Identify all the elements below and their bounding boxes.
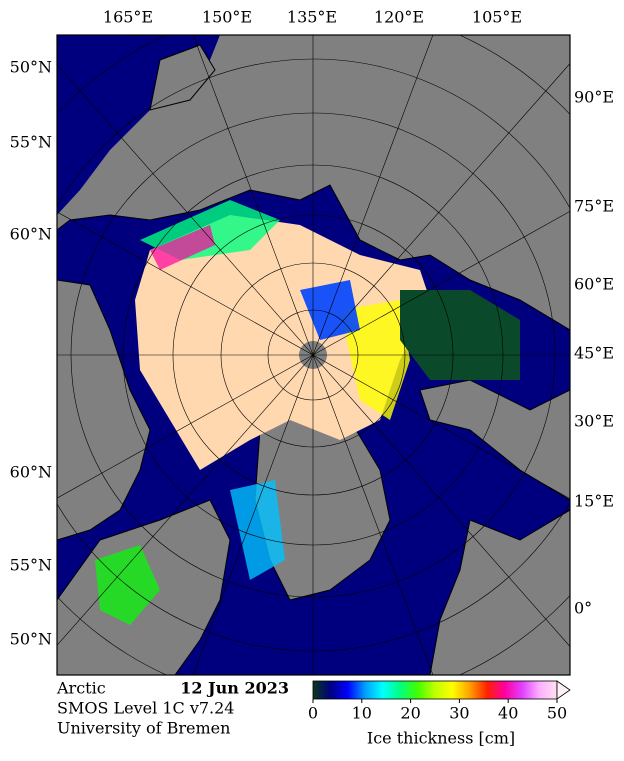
longitude-label: 60°E: [574, 275, 614, 294]
colorbar-tick-label: 20: [400, 704, 420, 723]
longitude-label: 0°: [574, 599, 592, 618]
colorbar-label: Ice thickness [cm]: [367, 729, 515, 748]
longitude-label: 30°E: [574, 412, 614, 431]
longitude-label: 15°E: [574, 492, 614, 511]
latitude-label: 55°N: [10, 133, 52, 152]
latitude-label: 60°N: [10, 463, 52, 482]
colorbar-extend: [556, 680, 571, 700]
latitude-label: 55°N: [10, 556, 52, 575]
longitude-label: 120°E: [374, 8, 424, 27]
longitude-label: 135°E: [287, 8, 337, 27]
map-frame: [56, 34, 571, 676]
latitude-label: 50°N: [10, 58, 52, 77]
colorbar-tick-label: 50: [547, 704, 567, 723]
region: Arctic: [56, 679, 106, 698]
longitude-label: 165°E: [103, 8, 153, 27]
latitude-label: 60°N: [10, 225, 52, 244]
colorbar-tick-label: 0: [308, 704, 318, 723]
colorbar: [312, 680, 558, 700]
longitude-label: 90°E: [574, 88, 614, 107]
institution: University of Bremen: [57, 719, 230, 738]
longitude-label: 105°E: [472, 8, 522, 27]
colorbar-tick-label: 10: [352, 704, 372, 723]
colorbar-tick-label: 40: [498, 704, 518, 723]
longitude-label: 150°E: [202, 8, 252, 27]
date: 12 Jun 2023: [180, 679, 289, 698]
colorbar-tick-label: 30: [449, 704, 469, 723]
product: SMOS Level 1C v7.24: [57, 699, 234, 718]
longitude-label: 45°E: [574, 344, 614, 363]
latitude-label: 50°N: [10, 630, 52, 649]
map: [57, 35, 570, 675]
longitude-label: 75°E: [574, 197, 614, 216]
